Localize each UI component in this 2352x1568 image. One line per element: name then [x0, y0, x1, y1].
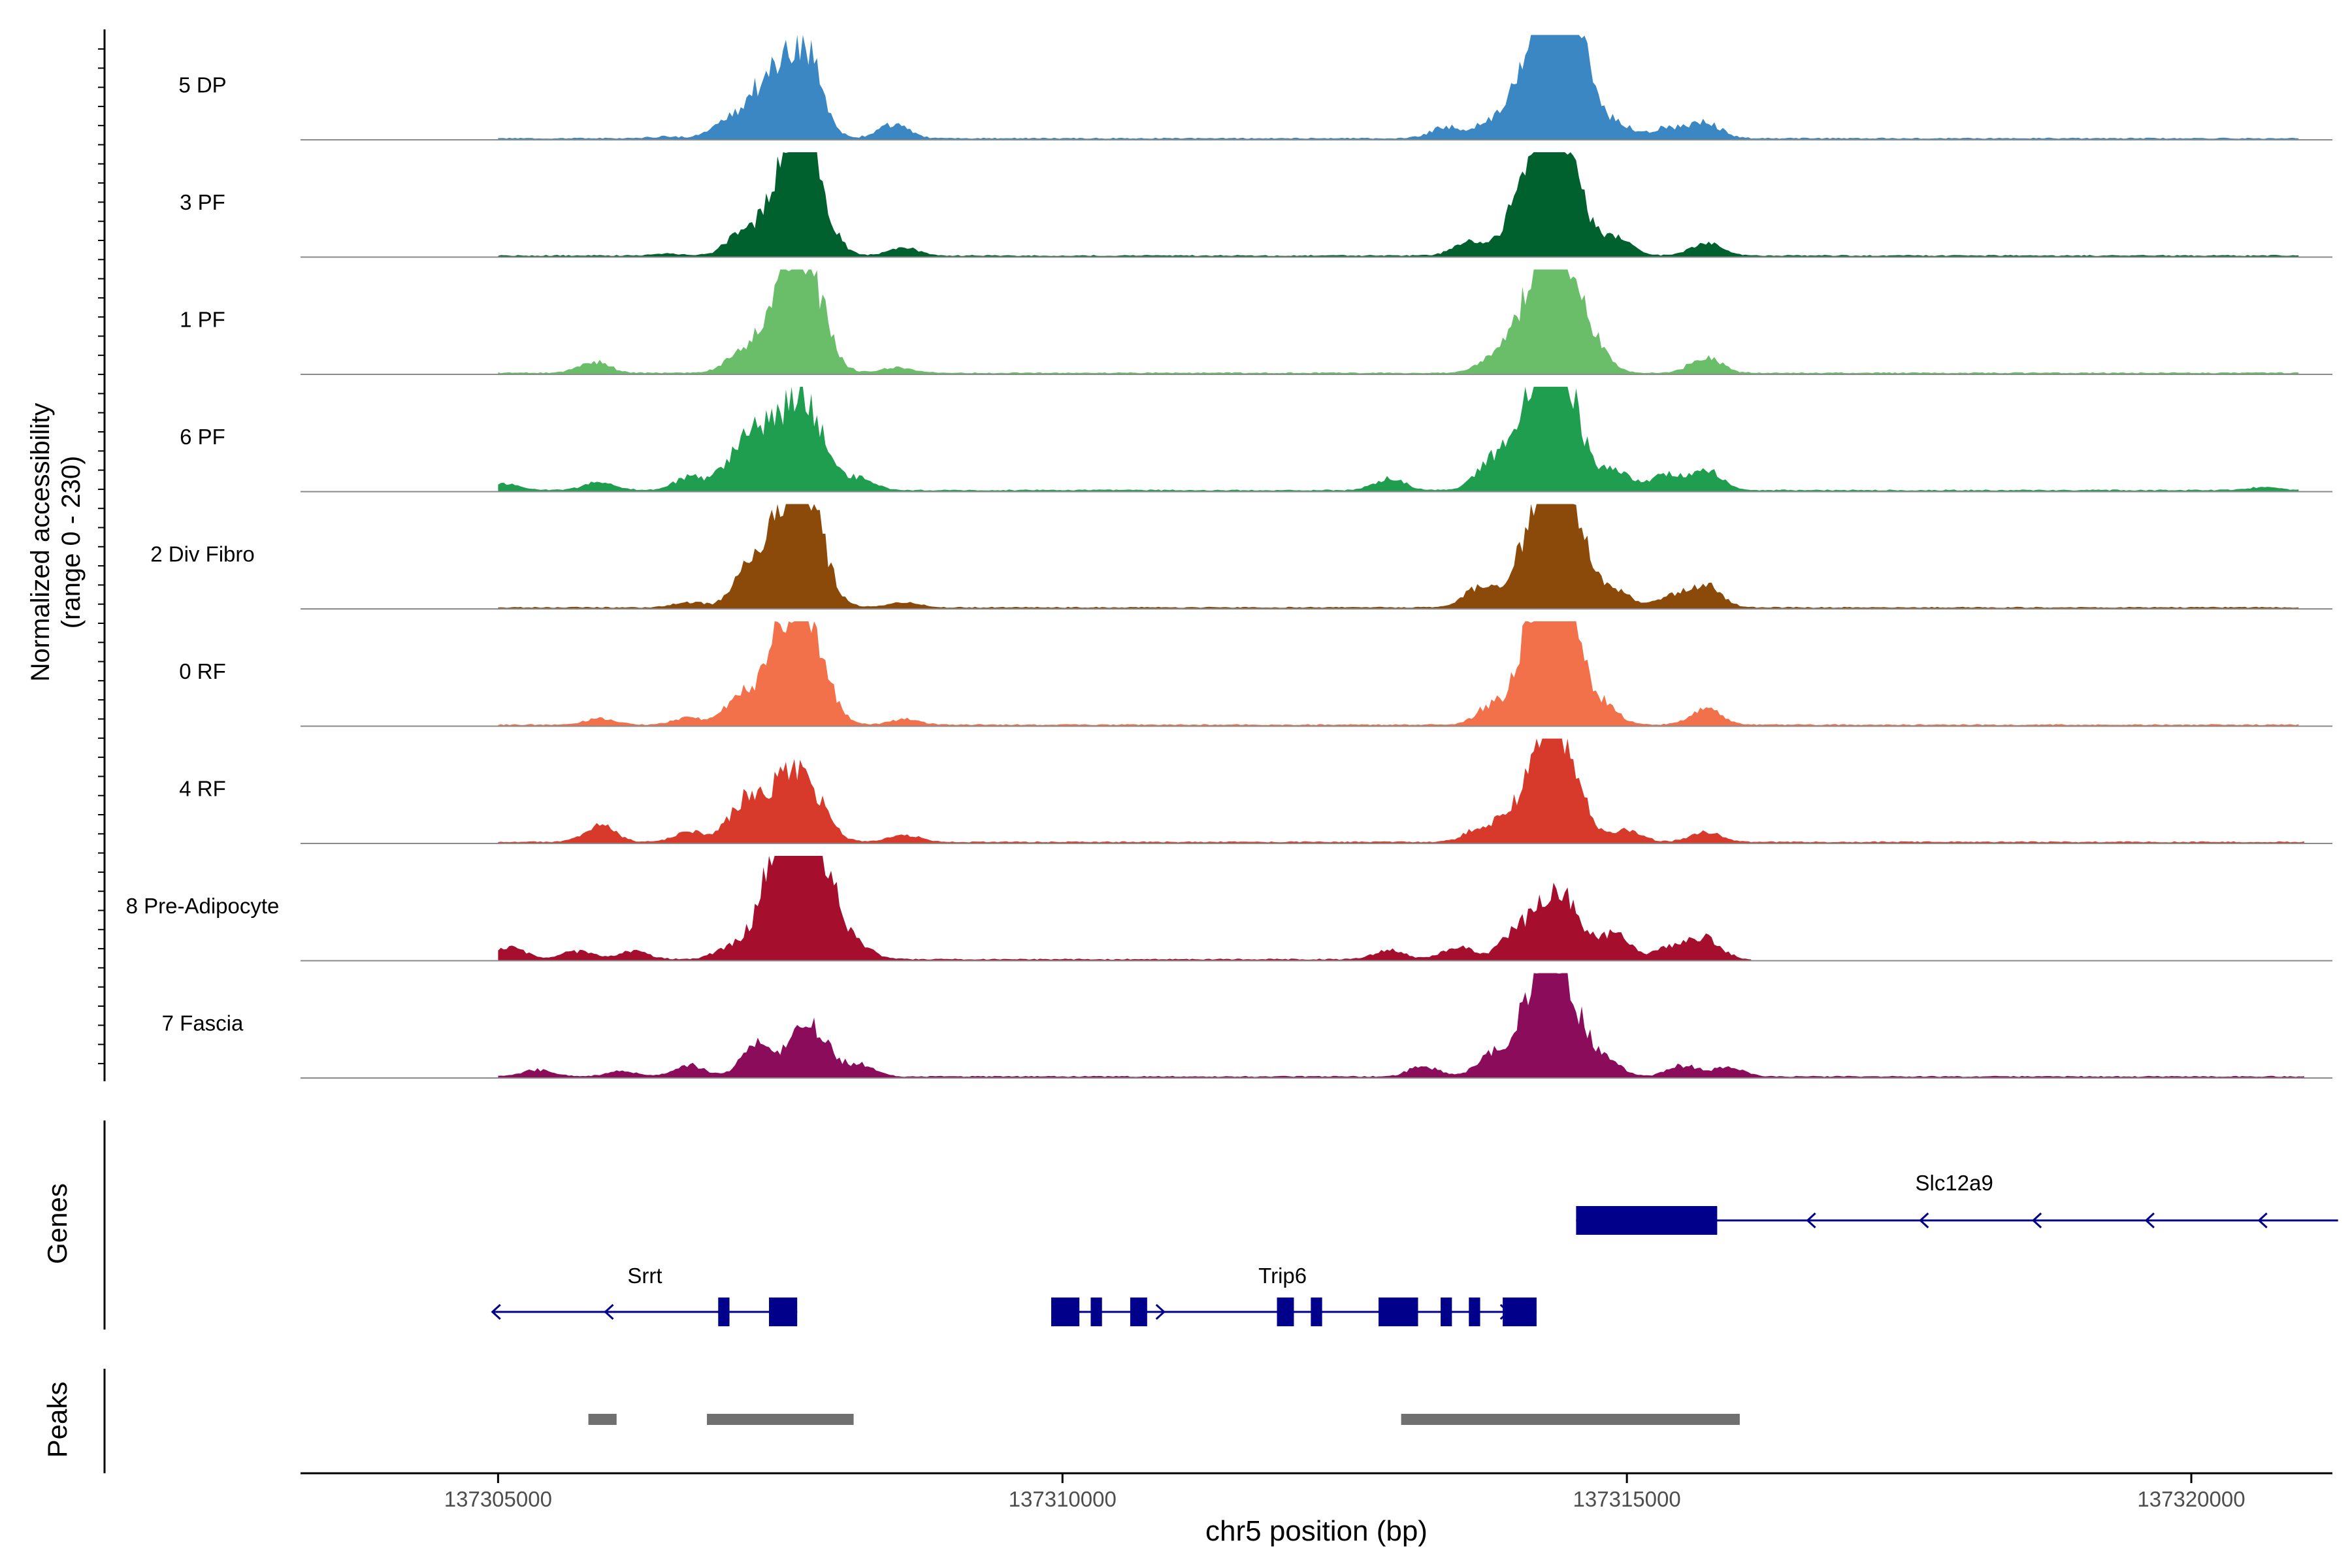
track-label: 7 Fascia	[162, 1011, 244, 1036]
track-3: 1 PF	[180, 269, 2332, 375]
strand-arrow	[717, 1303, 727, 1320]
genomic-x-axis: 137305000 137310000 137315000 137320000	[301, 1472, 2332, 1511]
coverage-area	[498, 504, 2299, 609]
strand-arrow	[1499, 1303, 1510, 1320]
y-axis-label-line1: Normalized accessibility	[26, 403, 55, 682]
coverage-area	[498, 35, 2299, 140]
track-label: 1 PF	[180, 308, 225, 332]
x-tick-label: 137310000	[1009, 1487, 1117, 1511]
track-8: 8 Pre-Adipocyte	[126, 856, 2332, 962]
track-4: 6 PF	[180, 387, 2332, 493]
coverage-area	[498, 738, 2304, 843]
coverage-area	[498, 269, 2299, 374]
gene-exon	[1277, 1298, 1294, 1326]
gene-exon	[1379, 1298, 1418, 1326]
gene-exon	[1469, 1298, 1480, 1326]
track-label: 2 Div Fibro	[150, 542, 255, 566]
track-2: 3 PF	[180, 152, 2332, 258]
track-label: 4 RF	[179, 777, 226, 801]
x-tick-label: 137315000	[1573, 1487, 1681, 1511]
x-axis-title: chr5 position (bp)	[1205, 1515, 1428, 1547]
peak-region	[1401, 1414, 1740, 1425]
gene-trip6: Trip6	[1051, 1264, 1537, 1326]
track-1: 5 DP	[178, 35, 2332, 140]
x-tick-label: 137320000	[2137, 1487, 2245, 1511]
track-6: 0 RF	[179, 621, 2332, 727]
strand-arrow	[491, 1303, 501, 1320]
strand-arrow	[2144, 1212, 2155, 1229]
track-label: 3 PF	[180, 190, 225, 214]
gene-name-label: Trip6	[1258, 1264, 1307, 1288]
track-label: 6 PF	[180, 425, 225, 449]
track-label: 5 DP	[178, 73, 226, 97]
gene-exon	[1051, 1298, 1080, 1326]
track-label: 8 Pre-Adipocyte	[126, 894, 280, 918]
gene-name-label: Slc12a9	[1916, 1171, 1993, 1195]
gene-exon	[1441, 1298, 1452, 1326]
track-9: 7 Fascia	[162, 973, 2332, 1079]
gene-exon	[718, 1298, 730, 1326]
strand-arrow	[1155, 1303, 1166, 1320]
track-5: 2 Div Fibro	[150, 504, 2332, 610]
coverage-area	[498, 621, 2299, 726]
peaks-panel-label: Peaks	[42, 1382, 73, 1458]
gene-exon	[1311, 1298, 1322, 1326]
gene-exon	[1090, 1298, 1102, 1326]
gene-slc12a9: Slc12a9	[1576, 1171, 2338, 1235]
strand-arrow	[604, 1303, 614, 1320]
coverage-tracks: 5 DP 3 PF 1 PF 6 PF 2 Div Fibro 0 RF 4 RF 8 Pre…	[126, 35, 2332, 1079]
coverage-area	[498, 152, 2299, 257]
strand-arrow	[1806, 1212, 1816, 1229]
x-tick-label: 137305000	[444, 1487, 552, 1511]
gene-srrt: Srrt	[491, 1264, 798, 1326]
track-label: 0 RF	[179, 659, 226, 683]
peak-region	[707, 1414, 854, 1425]
y-axis-label-line2: (range 0 - 230)	[57, 456, 86, 629]
coverage-area	[498, 973, 2304, 1078]
gene-exon	[769, 1298, 798, 1326]
genes-panel-label: Genes	[42, 1183, 73, 1264]
coverage-y-axis	[98, 29, 106, 1081]
peak-region	[588, 1414, 617, 1425]
coverage-area	[498, 856, 1752, 960]
gene-name-label: Srrt	[627, 1264, 662, 1288]
coverage-area	[498, 387, 2299, 491]
gene-exon	[1130, 1298, 1147, 1326]
strand-arrow	[2257, 1212, 2268, 1229]
strand-arrow	[1919, 1212, 1929, 1229]
gene-exon	[1576, 1206, 1718, 1235]
strand-arrow	[2031, 1212, 2042, 1229]
gene-annotation-panel: Slc12a9 Srrt Trip6	[103, 1120, 2338, 1330]
peak-annotation-panel	[103, 1369, 1740, 1473]
track-7: 4 RF	[179, 738, 2332, 844]
